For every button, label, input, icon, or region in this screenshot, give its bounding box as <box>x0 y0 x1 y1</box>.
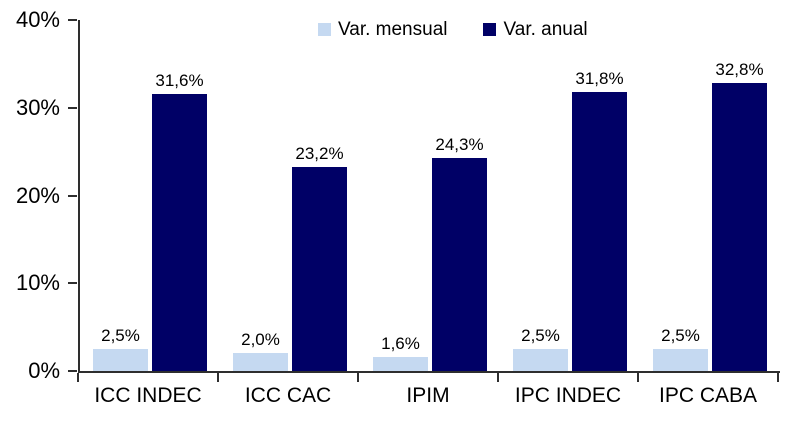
legend-label: Var. mensual <box>338 19 448 40</box>
x-axis-tick <box>217 373 219 382</box>
bar-value-label: 23,2% <box>295 144 344 164</box>
category-axis: ICC INDEC ICC CAC IPIM IPC INDEC IPC CABA <box>78 384 778 408</box>
y-axis-tick <box>68 370 77 372</box>
y-axis-tick-label: 0% <box>28 358 60 383</box>
bar-column: 1,6% <box>373 20 428 371</box>
bar-column: 2,5% <box>653 20 708 371</box>
bar-column: 24,3% <box>432 20 487 371</box>
legend-item-var-mensual: Var. mensual <box>318 20 447 39</box>
y-axis-tick <box>68 194 77 197</box>
bar-column: 2,5% <box>93 20 148 371</box>
bar-var-mensual <box>513 349 568 371</box>
bar-group-ipc-indec: 2,5% 31,8% <box>500 20 640 371</box>
bar-value-label: 2,5% <box>521 326 560 346</box>
bar-group-ipc-caba: 2,5% 32,8% <box>640 20 780 371</box>
legend-swatch-icon <box>318 23 331 36</box>
bar-var-mensual <box>653 349 708 371</box>
bar-var-mensual <box>93 349 148 371</box>
bar-group-icc-indec: 2,5% 31,6% <box>80 20 220 371</box>
legend-swatch-icon <box>483 23 497 36</box>
legend: Var. mensual Var. anual <box>318 20 588 39</box>
bar-var-anual <box>712 83 767 371</box>
bar-group-icc-cac: 2,0% 23,2% <box>220 20 360 371</box>
y-axis-tick-label: 10% <box>15 270 60 296</box>
bar-column: 2,0% <box>233 20 288 371</box>
bar-column: 23,2% <box>292 20 347 371</box>
x-axis-tick <box>357 373 359 382</box>
y-axis-tick-label: 20% <box>15 182 60 208</box>
bar-value-label: 24,3% <box>435 134 484 154</box>
bar-var-anual <box>152 93 207 371</box>
y-axis-tick-label: 40% <box>15 7 60 32</box>
category-label-ipc-caba: IPC CABA <box>658 384 758 407</box>
x-axis-tick <box>77 373 79 382</box>
bar-value-label: 2,5% <box>101 326 140 346</box>
y-axis-tick <box>68 106 77 109</box>
bar-column: 31,6% <box>152 20 207 371</box>
x-axis-tick <box>637 373 639 382</box>
bar-var-anual <box>292 167 347 371</box>
bar-var-anual <box>432 157 487 371</box>
bar-value-label: 2,0% <box>241 330 280 350</box>
x-axis-tick <box>497 373 499 382</box>
legend-item-var-anual: Var. anual <box>483 19 588 40</box>
bar-var-mensual <box>233 353 288 371</box>
bar-column: 31,8% <box>572 20 627 371</box>
y-axis-tick-label: 30% <box>15 94 60 120</box>
bar-value-label: 31,8% <box>575 68 624 88</box>
category-label-icc-indec: ICC INDEC <box>94 384 202 407</box>
bar-column: 32,8% <box>712 20 767 371</box>
bar-value-label: 1,6% <box>381 333 420 353</box>
category-label-ipim: IPIM <box>406 384 450 407</box>
x-axis-tick <box>777 373 779 382</box>
bar-value-label: 32,8% <box>715 60 764 80</box>
category-label-ipc-indec: IPC INDEC <box>514 384 622 407</box>
y-axis-tick <box>68 19 77 21</box>
bar-var-mensual <box>373 356 428 371</box>
bar-var-anual <box>572 91 627 371</box>
bar-group-ipim: 1,6% 24,3% <box>360 20 500 371</box>
bar-value-label: 31,6% <box>155 70 204 90</box>
bar-groups: 2,5% 31,6% 2,0% 23,2% 1,6% 24,3% 2,5% 31,8% 2,5%… <box>80 20 780 371</box>
y-axis-tick <box>68 282 77 285</box>
legend-label: Var. anual <box>503 19 588 40</box>
plot-area: 2,5% 31,6% 2,0% 23,2% 1,6% 24,3% 2,5% 31,8% 2,5%… <box>78 20 780 373</box>
category-label-icc-cac: ICC CAC <box>244 384 332 407</box>
bar-column: 2,5% <box>513 20 568 371</box>
bar-value-label: 2,5% <box>661 326 700 346</box>
